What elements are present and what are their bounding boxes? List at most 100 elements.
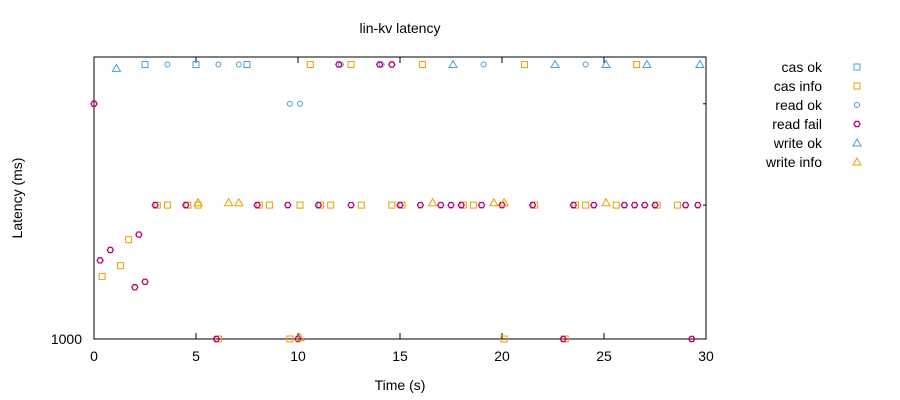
point-read-ok <box>235 61 242 68</box>
point-cas-info <box>633 61 641 69</box>
legend-label: read ok <box>775 97 823 113</box>
point-write-info <box>193 197 203 207</box>
point-cas-info <box>561 335 569 343</box>
point-write-ok <box>695 59 705 69</box>
point-write-info <box>233 197 244 207</box>
point-read-fail <box>396 201 404 209</box>
legend-marker <box>854 102 860 108</box>
point-read-fail <box>620 201 629 209</box>
point-write-info <box>488 197 499 207</box>
legend: cas ok cas info read ok read fail write ok wr… <box>765 59 862 170</box>
x-tick-label: 20 <box>494 348 510 364</box>
y-axis-label: Latency (ms) <box>9 158 25 239</box>
point-cas-info <box>265 201 273 209</box>
point-cas-info <box>153 201 161 209</box>
point-read-fail <box>416 201 425 209</box>
y-axis-ticks: 1000 <box>51 103 706 347</box>
point-cas-info <box>357 201 365 209</box>
point-cas-info <box>316 201 324 209</box>
point-cas-info <box>125 236 133 244</box>
legend-label: cas info <box>774 78 822 94</box>
point-read-fail <box>375 61 384 68</box>
point-read-fail <box>590 201 598 209</box>
point-cas-info <box>327 201 335 209</box>
point-cas-info <box>398 201 406 209</box>
point-read-fail <box>559 335 567 343</box>
point-read-fail <box>457 201 465 209</box>
point-cas-info <box>117 262 125 270</box>
point-write-info <box>295 332 305 342</box>
point-read-fail <box>641 201 649 209</box>
point-cas-ok <box>141 61 149 69</box>
point-read-fail <box>294 335 302 343</box>
x-tick-label: 0 <box>90 348 98 364</box>
point-cas-info <box>194 201 202 209</box>
point-read-fail <box>388 61 396 68</box>
point-read-fail <box>212 335 221 343</box>
point-cas-info <box>520 61 528 69</box>
legend-marker <box>853 63 861 71</box>
point-cas-info <box>306 61 314 69</box>
point-read-fail <box>314 201 323 209</box>
point-write-ok <box>550 59 560 69</box>
legend-marker <box>852 137 862 147</box>
point-cas-info <box>98 272 106 280</box>
point-read-fail <box>477 201 486 209</box>
point-cas-info <box>214 335 222 343</box>
y-tick-label: 1000 <box>51 331 82 347</box>
point-read-ok <box>297 100 304 107</box>
legend-marker <box>852 156 862 166</box>
point-read-fail <box>253 201 261 209</box>
series-read-fail <box>90 61 702 343</box>
point-cas-info <box>673 201 681 209</box>
point-write-info <box>427 197 438 207</box>
legend-label: write info <box>765 154 822 170</box>
point-write-info <box>601 197 611 207</box>
point-read-fail <box>437 201 445 209</box>
point-read-fail <box>687 335 696 343</box>
x-tick-label: 15 <box>392 348 408 364</box>
point-cas-info <box>469 201 477 209</box>
point-cas-info <box>459 201 467 209</box>
point-cas-info <box>571 201 579 209</box>
point-read-fail <box>106 246 115 254</box>
x-axis-ticks: 0 5 10 15 20 25 30 <box>90 57 714 364</box>
point-cas-info <box>388 201 396 209</box>
point-read-fail <box>135 231 143 238</box>
point-read-fail <box>651 201 659 209</box>
point-read-fail <box>694 201 702 209</box>
series-write-ok <box>111 59 705 72</box>
point-read-fail <box>335 61 343 68</box>
point-cas-info <box>531 201 539 209</box>
point-read-fail <box>347 201 355 209</box>
point-cas-info <box>286 335 294 343</box>
chart-title: lin-kv latency <box>360 20 441 36</box>
series-write-info <box>193 197 611 342</box>
point-write-ok <box>601 59 611 69</box>
point-read-fail <box>447 201 455 209</box>
point-read-fail <box>284 201 292 209</box>
series-cas-info <box>98 61 681 343</box>
x-tick-label: 30 <box>698 348 714 364</box>
point-cas-info <box>653 201 661 209</box>
data-points <box>90 59 705 343</box>
point-read-fail <box>141 278 149 286</box>
point-cas-info <box>582 201 590 209</box>
point-cas-info <box>255 201 263 209</box>
point-write-info <box>499 197 509 207</box>
point-read-ok <box>286 100 293 107</box>
point-read-fail <box>498 201 506 209</box>
point-read-fail <box>182 201 190 209</box>
point-read-ok <box>480 61 487 68</box>
point-cas-ok <box>243 61 251 69</box>
point-read-fail <box>630 201 639 209</box>
point-read-fail <box>681 201 690 209</box>
point-write-ok <box>641 59 652 69</box>
point-cas-info <box>296 201 304 209</box>
x-tick-label: 5 <box>192 348 200 364</box>
legend-label: write ok <box>773 135 823 151</box>
point-cas-ok <box>192 61 200 69</box>
point-cas-info <box>500 335 508 343</box>
point-read-fail <box>569 201 578 209</box>
legend-marker <box>853 120 861 128</box>
